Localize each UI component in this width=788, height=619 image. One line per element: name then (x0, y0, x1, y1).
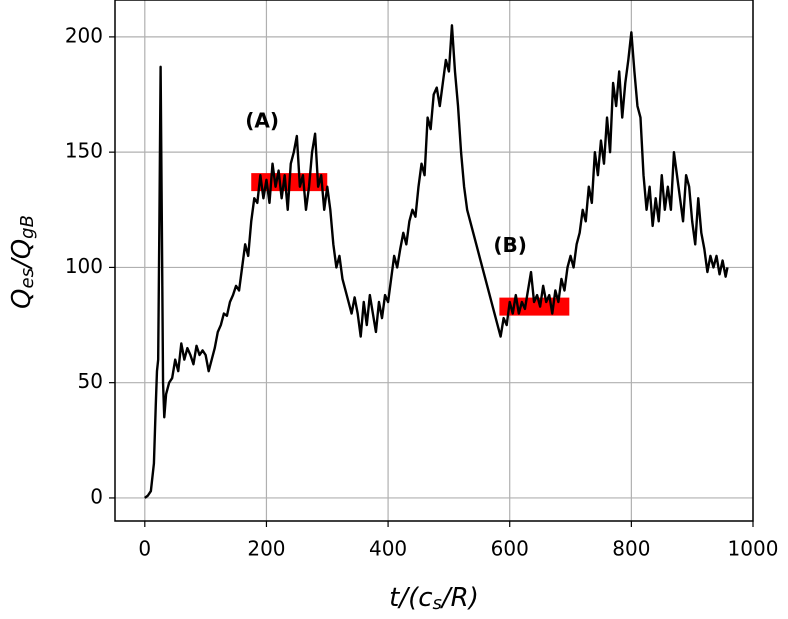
y-tick-label: 100 (65, 254, 103, 278)
x-axis-label: t/(cs/R) (389, 583, 479, 615)
x-label-part: t/(c (389, 583, 432, 613)
x-tick-label: 200 (247, 537, 285, 561)
plot-frame (114, 0, 754, 522)
data-line (144, 24, 729, 499)
x-tick-label: 400 (369, 537, 407, 561)
x-tick-label: 800 (612, 537, 650, 561)
x-tick-label: 0 (138, 537, 151, 561)
y-tick-label: 150 (65, 139, 103, 163)
y-tick-label: 200 (65, 23, 103, 47)
y-label-sub: es (17, 268, 38, 288)
x-tick-label: 1000 (728, 537, 779, 561)
y-axis-label: Qes/QgB (7, 215, 39, 309)
band-label: (A) (245, 109, 279, 133)
x-label-part: /R) (440, 583, 479, 613)
band-label: (B) (493, 233, 527, 257)
x-label-sub: s (433, 593, 442, 614)
x-tick-label: 600 (491, 537, 529, 561)
y-label-sub: gB (17, 215, 38, 239)
y-label-part: /Q (7, 239, 37, 270)
y-label-part: Q (7, 289, 37, 309)
y-tick-label: 50 (78, 369, 103, 393)
y-tick-label: 0 (90, 484, 103, 508)
